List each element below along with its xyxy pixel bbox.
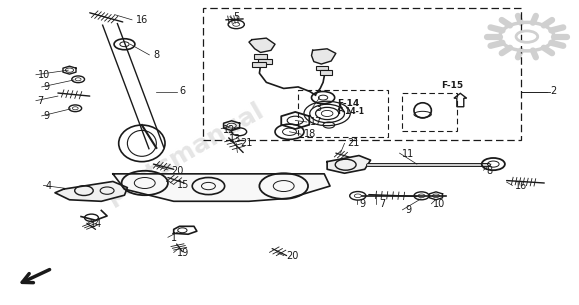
Text: 7: 7 (38, 96, 44, 106)
Bar (258, 59, 272, 64)
Text: 20: 20 (287, 251, 299, 261)
Text: 21: 21 (240, 138, 252, 148)
Text: 9: 9 (43, 82, 50, 92)
Text: 6: 6 (179, 87, 186, 96)
Text: 17: 17 (310, 117, 322, 127)
Text: 10: 10 (433, 199, 445, 209)
Text: 8: 8 (153, 50, 160, 60)
Text: 20: 20 (171, 166, 183, 176)
Text: 11: 11 (402, 149, 415, 159)
Text: 2: 2 (550, 87, 556, 96)
Text: partsmanual: partsmanual (102, 98, 269, 207)
Text: 14: 14 (90, 219, 102, 229)
Text: F-15: F-15 (441, 81, 463, 90)
Bar (320, 70, 332, 75)
Text: 19: 19 (177, 248, 189, 258)
Text: 18: 18 (304, 129, 316, 139)
Text: 10: 10 (38, 70, 50, 80)
Polygon shape (249, 38, 275, 52)
Text: 7: 7 (379, 199, 386, 209)
Polygon shape (55, 181, 127, 201)
Text: 4: 4 (45, 181, 52, 191)
Text: 9: 9 (43, 111, 50, 121)
Text: 16: 16 (515, 181, 527, 191)
Text: F-14: F-14 (337, 99, 359, 108)
Polygon shape (327, 156, 371, 173)
Bar (402, 93, 457, 131)
Text: 1: 1 (171, 233, 177, 243)
Text: 21: 21 (347, 138, 360, 148)
Bar (298, 90, 388, 137)
Text: 15: 15 (177, 180, 189, 189)
Text: 9: 9 (405, 206, 412, 215)
Text: 16: 16 (136, 15, 148, 25)
Text: 13: 13 (229, 134, 241, 144)
Polygon shape (312, 49, 336, 64)
Bar (203, 8, 521, 140)
Bar (252, 62, 266, 67)
Text: 3: 3 (316, 103, 322, 113)
Text: 8: 8 (486, 166, 493, 176)
Text: 5: 5 (233, 12, 239, 22)
Text: F-14-1: F-14-1 (337, 107, 364, 116)
Text: 12: 12 (223, 125, 235, 135)
Polygon shape (113, 174, 330, 201)
Text: 9: 9 (359, 199, 365, 209)
Bar (316, 66, 328, 70)
Bar (254, 54, 267, 59)
